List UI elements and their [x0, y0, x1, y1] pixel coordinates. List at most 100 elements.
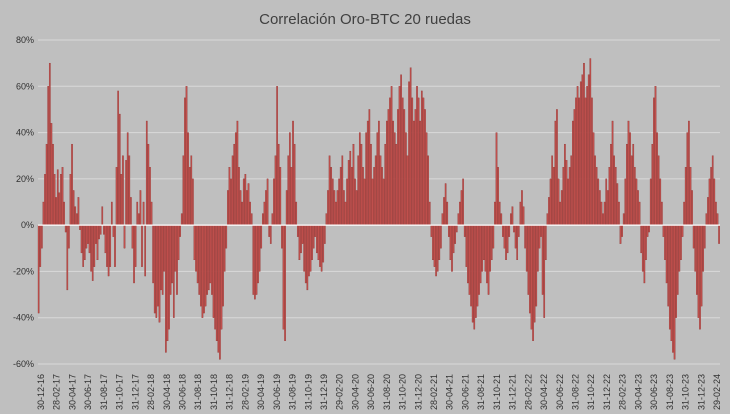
y-tick-label: 60% [16, 81, 34, 91]
bar [416, 86, 418, 226]
bar [339, 167, 342, 226]
bar [506, 224, 509, 254]
bar [273, 178, 275, 226]
bar [179, 224, 181, 237]
bar [554, 120, 557, 226]
bar [540, 224, 542, 237]
bar [250, 213, 253, 226]
bar [344, 201, 347, 226]
bar [378, 120, 380, 226]
bar [511, 206, 514, 226]
bar [459, 201, 461, 226]
bar [142, 201, 145, 226]
bar [103, 224, 105, 235]
bar [107, 224, 110, 277]
bar [131, 224, 134, 249]
bar [497, 167, 499, 226]
bar [349, 150, 352, 226]
bar [325, 213, 328, 226]
bar [215, 224, 218, 341]
bar [498, 201, 501, 226]
bar [222, 224, 224, 307]
bar [537, 224, 539, 272]
x-tick-label: 30-04-20 [350, 374, 360, 410]
bar [487, 224, 490, 295]
bar [338, 178, 340, 226]
bar [236, 120, 239, 226]
bar [707, 197, 709, 226]
bar [699, 224, 701, 330]
bar [37, 224, 40, 314]
bar [214, 224, 216, 330]
bar [225, 224, 228, 249]
bar [665, 224, 668, 284]
bar [599, 190, 601, 226]
bar [610, 143, 612, 226]
bar [64, 224, 67, 233]
bar [90, 224, 92, 272]
bar [451, 224, 453, 272]
bar [696, 224, 698, 295]
bar [265, 190, 267, 226]
bar [521, 190, 523, 226]
bar [667, 224, 670, 307]
bar [56, 169, 59, 226]
bar [112, 224, 115, 237]
bar [336, 190, 339, 226]
x-tick-label: 28-02-21 [429, 374, 439, 410]
bar [602, 213, 604, 226]
bar [328, 155, 331, 226]
bar [575, 97, 577, 226]
bar [87, 224, 89, 244]
x-tick-label: 31-08-20 [382, 374, 392, 410]
bar [196, 224, 199, 284]
bar [713, 178, 716, 226]
bar [606, 190, 609, 226]
bar [659, 178, 662, 226]
bar [403, 109, 406, 226]
bar [355, 190, 358, 226]
bar [79, 224, 81, 230]
bar [702, 224, 705, 272]
bar [567, 178, 569, 226]
bar [351, 167, 353, 226]
x-tick-label: 31-12-17 [130, 374, 140, 410]
bar [549, 178, 552, 226]
bar [254, 224, 256, 300]
bar [551, 155, 553, 226]
bar [591, 97, 593, 226]
bar [525, 224, 528, 272]
bar [611, 120, 614, 226]
bar [166, 224, 169, 341]
bar [672, 224, 674, 353]
bar [395, 143, 398, 226]
bar [260, 224, 263, 249]
bar [276, 86, 278, 226]
bar [624, 178, 627, 226]
x-tick-label: 31-12-22 [602, 374, 612, 410]
bar [133, 224, 135, 284]
x-tick-label: 31-12-20 [413, 374, 423, 410]
bar [50, 123, 53, 226]
bar [238, 167, 240, 226]
bar [230, 178, 232, 226]
bar [653, 97, 655, 226]
bar [72, 190, 75, 226]
x-tick-label: 29-02-24 [712, 374, 722, 410]
bar [311, 224, 313, 260]
bar [282, 224, 285, 330]
bar [281, 224, 283, 249]
bar [316, 224, 318, 254]
bar [126, 132, 129, 226]
bar [568, 167, 571, 226]
bar [118, 113, 121, 226]
bar [374, 155, 377, 226]
bar [495, 132, 498, 226]
bar [552, 167, 555, 226]
bar [95, 224, 97, 244]
bar [74, 206, 77, 226]
bar [494, 201, 496, 226]
bar [389, 97, 391, 226]
bar [603, 201, 606, 226]
